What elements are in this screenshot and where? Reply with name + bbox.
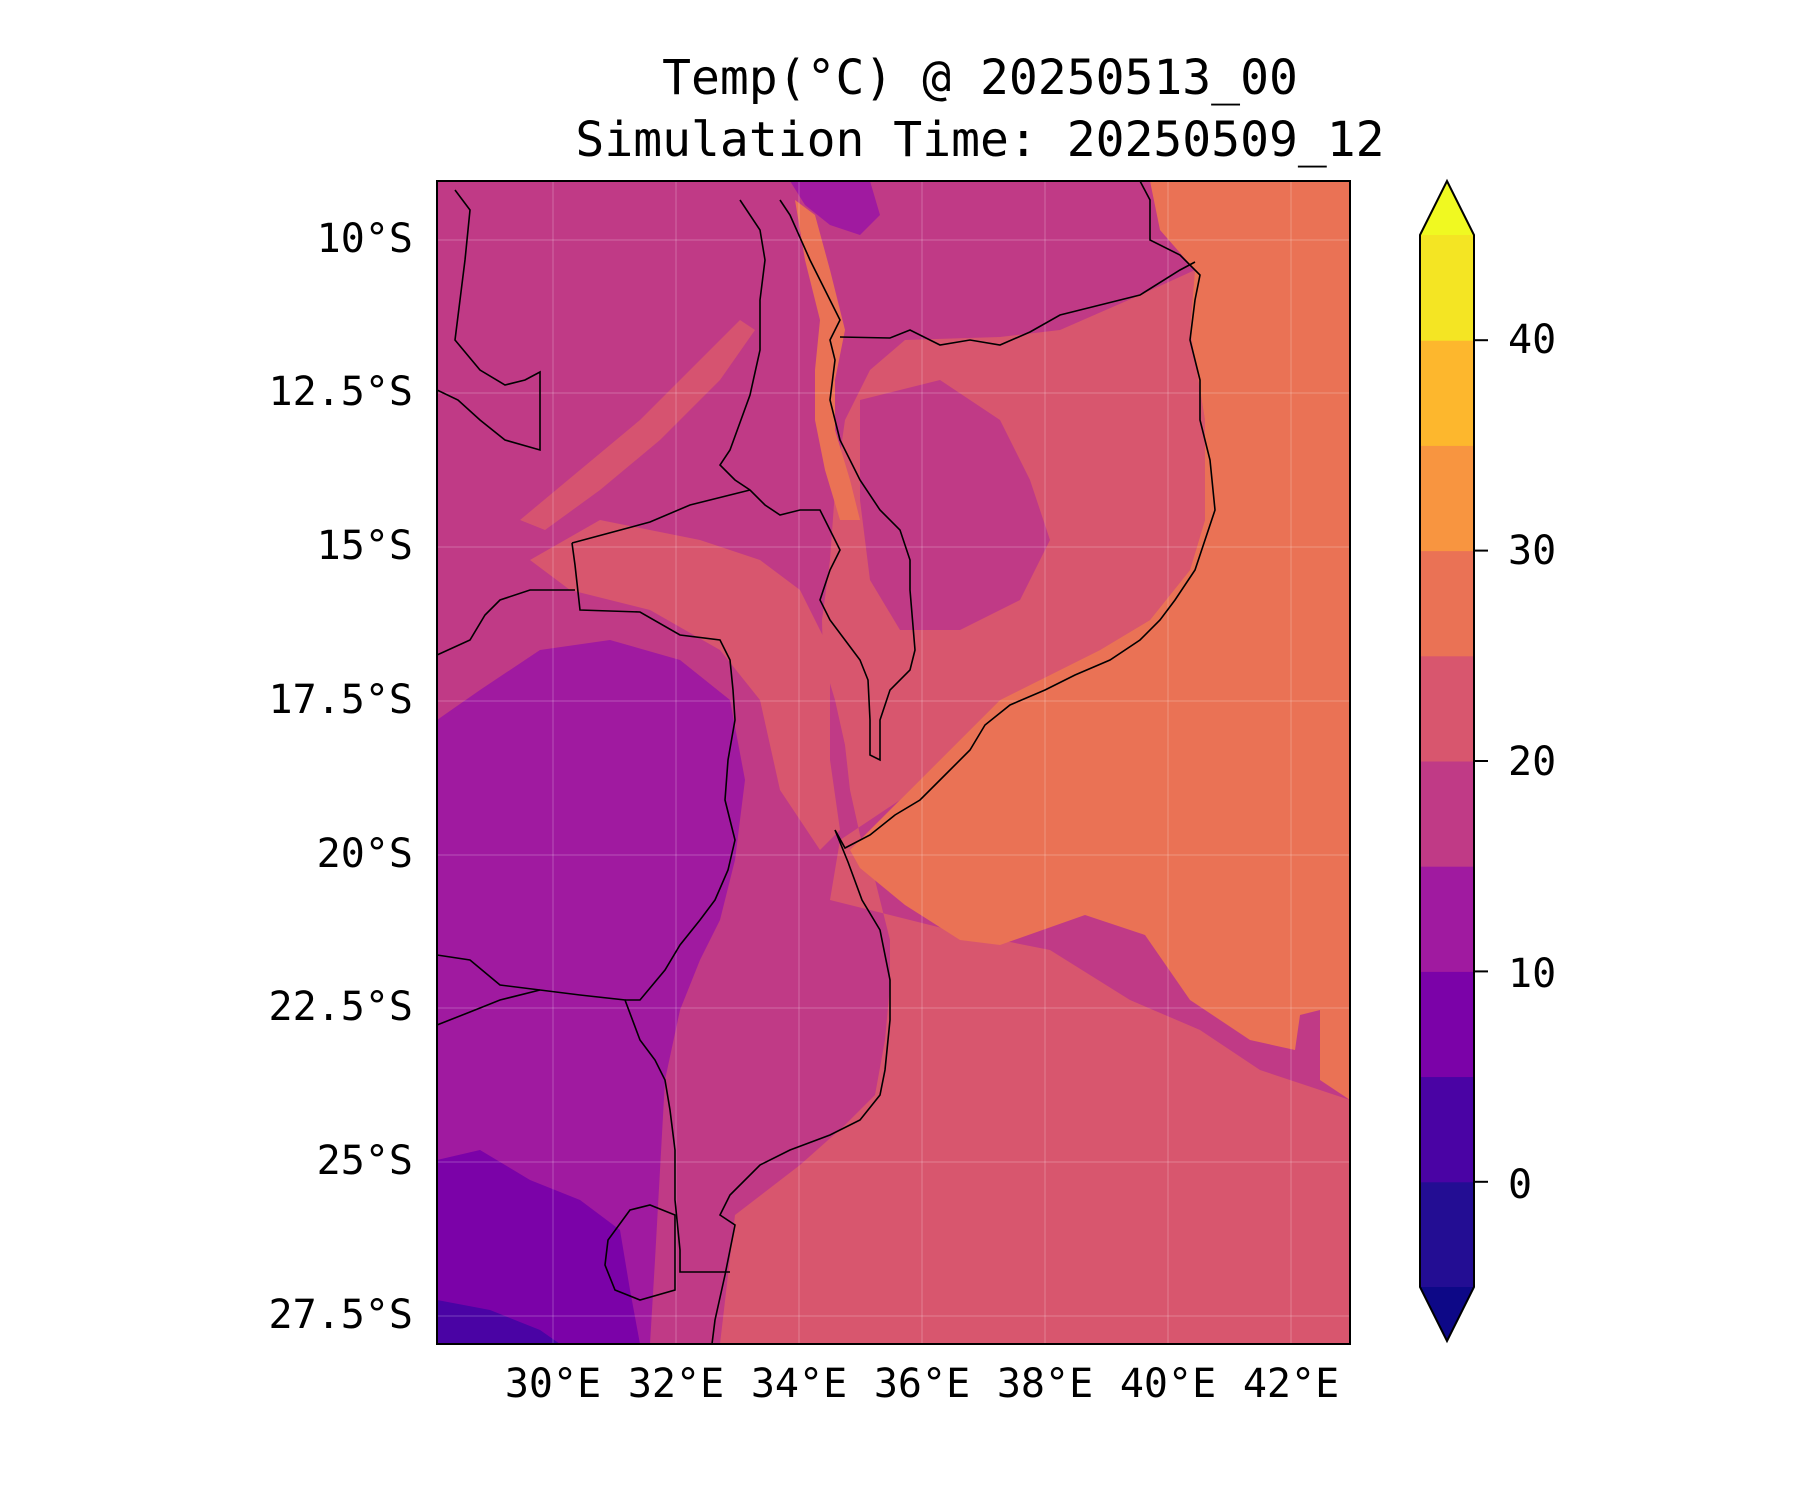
lon-tick-label: 40°E (1120, 1361, 1216, 1407)
coastline (711, 181, 1216, 1344)
country-border-zambia-zimbabwe (437, 589, 575, 656)
colorbar-outline (1419, 178, 1475, 1344)
lon-tick-label: 30°E (505, 1361, 601, 1407)
country-border-swaziland (604, 1204, 676, 1301)
colorbar-tick-labels: 0 10 20 30 40 (1508, 317, 1556, 1208)
south-cold-highland (437, 1150, 640, 1344)
colorbar-segment (1420, 340, 1474, 446)
colorbar-segment (1420, 655, 1474, 762)
lat-tick-label: 15°S (317, 523, 413, 569)
country-border-drc-zambia (437, 189, 541, 452)
latitude-axis: 10°S 12.5°S 15°S 17.5°S 20°S 22.5°S 25°S… (269, 216, 414, 1338)
colorbar-extend-low (1420, 1287, 1474, 1341)
colorbar-tick-label: 30 (1508, 528, 1556, 574)
map-frame (436, 180, 1351, 1345)
country-border-tanzania (839, 261, 1196, 346)
northeast-highland (860, 380, 1050, 630)
temperature-field (437, 181, 1350, 1344)
north-cold-patch (790, 181, 880, 235)
lat-tick-label: 22.5°S (269, 984, 414, 1030)
lon-tick-label: 42°E (1243, 1361, 1339, 1407)
colorbar-segment (1420, 445, 1474, 552)
colorbar-segment (1420, 550, 1474, 657)
coastal-warm-strip (530, 520, 840, 850)
lon-tick-label: 32°E (628, 1361, 724, 1407)
lat-tick-label: 25°S (317, 1138, 413, 1184)
country-border-south-africa (437, 954, 730, 1273)
country-border-botswana (437, 989, 541, 1026)
map-borders (437, 181, 1216, 1344)
zimbabwe-plateau-cool (437, 640, 745, 1344)
lat-tick-label: 20°S (317, 831, 413, 877)
map-subtitle: Simulation Time: 20250509_12 (575, 112, 1385, 168)
colorbar-segment (1420, 235, 1474, 341)
zambia-warm-ridge (520, 320, 755, 530)
lat-tick-label: 12.5°S (269, 369, 414, 415)
lon-tick-label: 34°E (751, 1361, 847, 1407)
colorbar-tick-label: 20 (1508, 739, 1556, 785)
colorbar-tick-label: 0 (1508, 1162, 1532, 1208)
lat-tick-label: 27.5°S (269, 1292, 414, 1338)
colorbar-extend-high (1420, 181, 1474, 235)
country-border-malawi (718, 199, 916, 762)
longitude-axis: 30°E 32°E 34°E 36°E 38°E 40°E 42°E (505, 1361, 1339, 1407)
colorbar-tick-label: 40 (1508, 317, 1556, 363)
southwest-coldest-patch (437, 1300, 560, 1344)
country-border-zimbabwe (571, 542, 736, 1001)
colorbar-segment (1420, 1076, 1474, 1183)
colorbar-segment (1420, 1181, 1474, 1288)
lat-tick-label: 17.5°S (269, 677, 414, 723)
lon-tick-label: 36°E (874, 1361, 970, 1407)
malawi-rift-warm (795, 200, 860, 520)
colorbar-segment (1420, 761, 1474, 867)
colorbar-tick-label: 10 (1508, 951, 1556, 997)
colorbar-segment (1420, 971, 1474, 1078)
lat-tick-label: 10°S (317, 216, 413, 262)
map-gridlines (437, 181, 1350, 1344)
country-border-zambia-moz (571, 489, 751, 544)
ocean-north-region (850, 181, 1350, 1100)
colorbar-segment (1420, 866, 1474, 972)
colorbar (1419, 178, 1488, 1344)
map-title: Temp(°C) @ 20250513_00 (662, 50, 1298, 106)
lon-tick-label: 38°E (997, 1361, 1093, 1407)
